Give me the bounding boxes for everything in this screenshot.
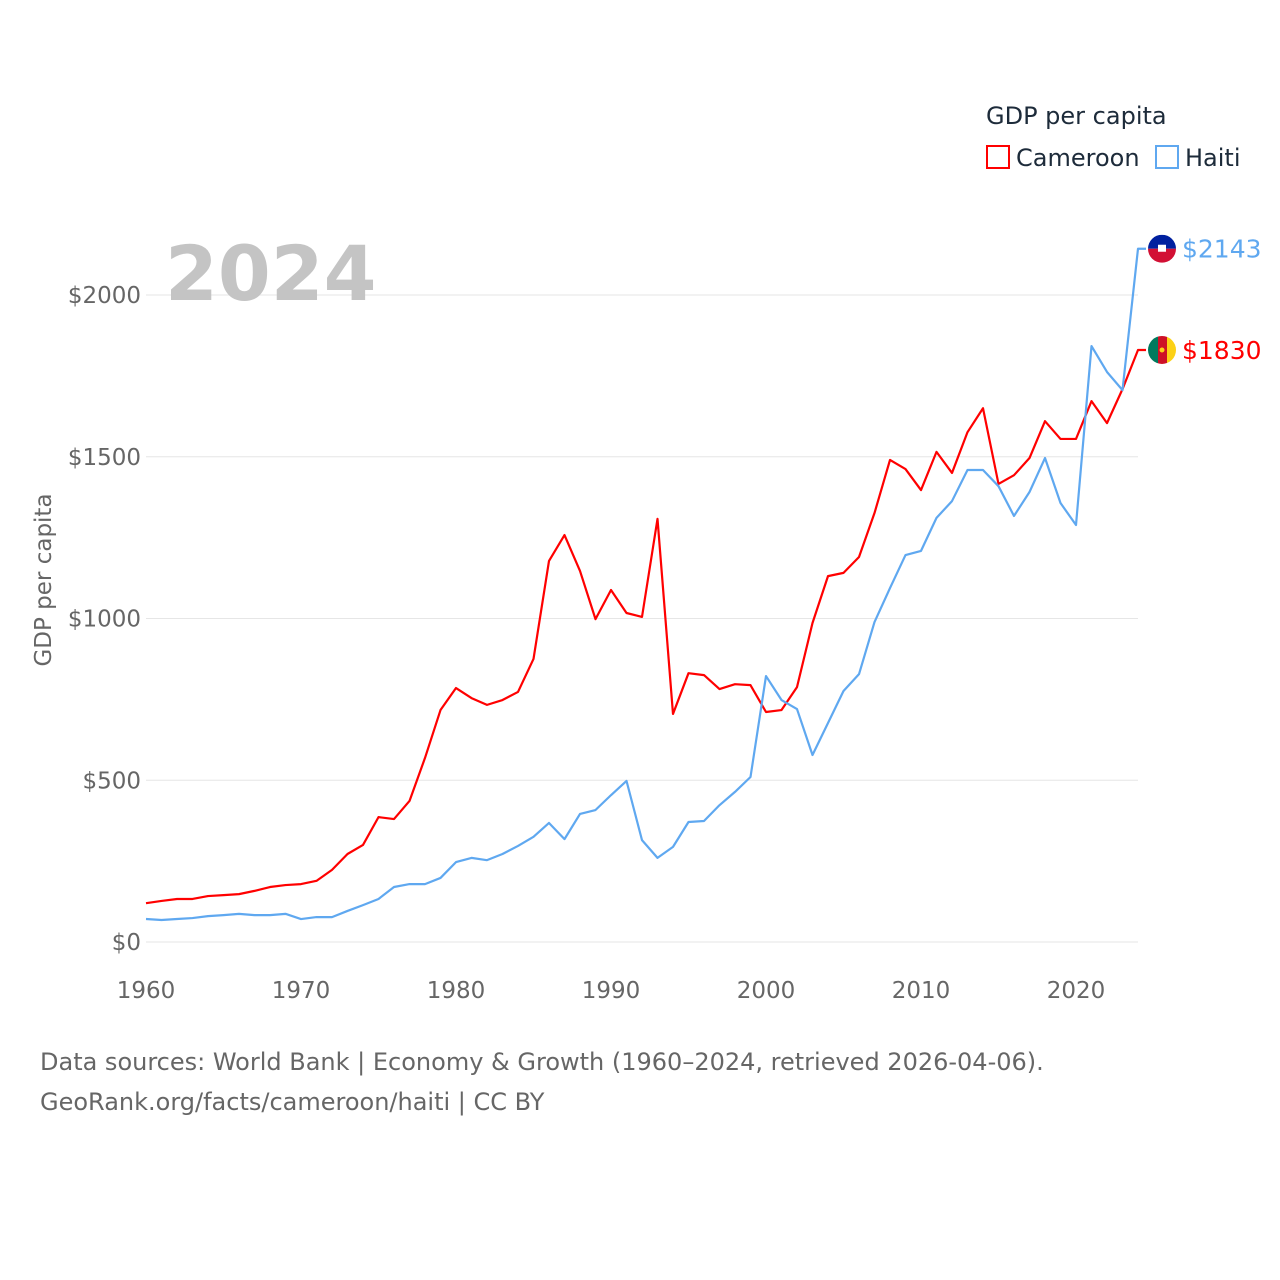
x-tick-label: 2010 xyxy=(892,978,951,1004)
y-tick-label: $0 xyxy=(112,930,141,956)
x-tick-label: 2020 xyxy=(1047,978,1106,1004)
legend-label-haiti[interactable]: Haiti xyxy=(1185,144,1241,172)
flag-icon-cameroon xyxy=(1148,335,1176,364)
end-value-label-cameroon: $1830 xyxy=(1182,336,1262,365)
y-tick-label: $1000 xyxy=(68,607,141,633)
year-label: 2024 xyxy=(165,229,377,318)
x-tick-label: 1980 xyxy=(427,978,486,1004)
x-tick-label: 1970 xyxy=(272,978,331,1004)
y-axis-label: GDP per capita xyxy=(31,493,57,666)
end-value-label-haiti: $2143 xyxy=(1182,235,1262,264)
x-tick-label: 1990 xyxy=(582,978,641,1004)
legend: GDP per capita Cameroon Haiti xyxy=(986,102,1241,172)
legend-label-cameroon[interactable]: Cameroon xyxy=(1016,144,1140,172)
footer-sources: Data sources: World Bank | Economy & Gro… xyxy=(40,1048,1044,1076)
y-tick-label: $2000 xyxy=(68,283,141,309)
legend-title: GDP per capita xyxy=(986,102,1167,130)
series-line-haiti[interactable] xyxy=(145,247,1146,922)
footer-link[interactable]: GeoRank.org/facts/cameroon/haiti | CC BY xyxy=(40,1088,545,1116)
x-tick-label: 1960 xyxy=(117,978,176,1004)
y-tick-label: $1500 xyxy=(68,445,141,471)
legend-swatch-haiti[interactable] xyxy=(1155,145,1179,169)
y-tick-label: $500 xyxy=(82,768,141,794)
legend-swatch-cameroon[interactable] xyxy=(986,145,1010,169)
flag-icon-haiti xyxy=(1148,234,1176,263)
x-tick-label: 2000 xyxy=(737,978,796,1004)
series-line-cameroon[interactable] xyxy=(145,348,1146,905)
footer: Data sources: World Bank | Economy & Gro… xyxy=(40,1042,1044,1122)
